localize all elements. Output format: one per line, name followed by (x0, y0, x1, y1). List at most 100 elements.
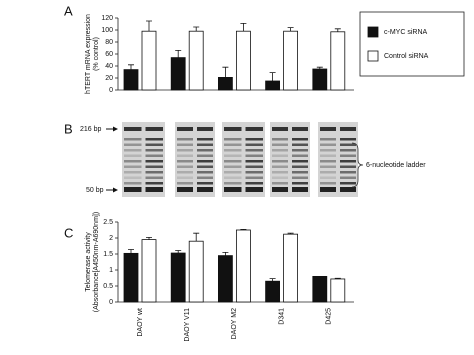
gel-band (197, 160, 213, 163)
panel-letter: B (64, 121, 73, 136)
gel-band (197, 138, 213, 141)
gel-band (272, 154, 288, 157)
gel-band (197, 154, 213, 157)
gel-band (197, 176, 213, 179)
gel-band (272, 171, 288, 174)
gel-band (272, 176, 288, 179)
bar (123, 252, 139, 303)
y-axis-label: hTERT mRNA expression (85, 14, 92, 94)
bar (265, 80, 281, 91)
gel-band (145, 165, 163, 168)
gel-band (177, 143, 193, 146)
bar (141, 239, 157, 303)
legend-swatch (367, 26, 379, 38)
gel-band (292, 138, 308, 141)
gel-band (224, 143, 242, 146)
gel-band (320, 149, 336, 152)
y-tick-label: 0 (109, 87, 113, 94)
gel-band (245, 143, 263, 146)
gel-band (224, 182, 242, 185)
gel-band (145, 154, 163, 157)
gel-band (245, 160, 263, 163)
gel-band (124, 154, 142, 157)
gel-band (292, 154, 308, 157)
ladder-brace (351, 142, 364, 188)
gel-band (224, 171, 242, 174)
y-tick-label: 2.5 (103, 219, 113, 226)
gel-band (224, 138, 242, 141)
gel-band (292, 143, 308, 146)
gel-band (340, 165, 356, 168)
gel-band (197, 143, 213, 146)
error-bar (193, 232, 200, 242)
marker-arrow (113, 187, 118, 193)
gel-band (320, 165, 336, 168)
error-bar (193, 26, 200, 32)
gel-band (292, 165, 308, 168)
marker-label: 216 bp (80, 126, 102, 133)
gel-band (320, 143, 336, 146)
error-bar (175, 250, 182, 254)
gel-band (145, 176, 163, 179)
gel-band (177, 138, 193, 141)
legend-label: c-MYC siRNA (384, 29, 427, 36)
y-tick-label: 100 (101, 27, 113, 34)
gel-lane (318, 122, 358, 197)
x-tick-label: DAOY wt (137, 308, 144, 337)
gel-band (124, 165, 142, 168)
gel-band (197, 171, 213, 174)
bar (188, 240, 204, 303)
error-bar (334, 28, 341, 32)
y-axis-label: Telomerase activity (85, 232, 92, 292)
gel-band (272, 127, 288, 131)
gel-band (124, 149, 142, 152)
gel-band (272, 165, 288, 168)
y-tick-label: 0 (109, 299, 113, 306)
gel-lane (270, 122, 310, 197)
error-bar (222, 66, 229, 78)
gel-band (340, 187, 356, 192)
gel-band (124, 171, 142, 174)
x-tick-label: DAOY V11 (184, 308, 191, 342)
gel-band (177, 154, 193, 157)
x-tick-label: D341 (278, 308, 285, 325)
gel-band (320, 187, 336, 192)
y-tick-label: 120 (101, 15, 113, 22)
y-tick-label: 40 (105, 63, 113, 70)
y-tick-label: 60 (105, 51, 113, 58)
gel-band (245, 182, 263, 185)
gel-band (224, 149, 242, 152)
gel-lane (175, 122, 215, 197)
gel-band (340, 182, 356, 185)
gel-band (224, 187, 242, 192)
bar (217, 255, 233, 303)
gel-band (145, 143, 163, 146)
legend-label: Control siRNA (384, 53, 429, 60)
gel-band (197, 187, 213, 192)
gel-band (292, 127, 308, 131)
gel-band (340, 176, 356, 179)
gel-band (245, 165, 263, 168)
gel-band (320, 127, 336, 131)
y-tick-label: 20 (105, 75, 113, 82)
y-tick-label: 80 (105, 39, 113, 46)
y-tick-label: 2 (109, 235, 113, 242)
gel-band (320, 182, 336, 185)
gel-band (272, 187, 288, 192)
gel-band (145, 149, 163, 152)
gel-band (340, 143, 356, 146)
gel-band (245, 176, 263, 179)
gel-band (320, 154, 336, 157)
bar (330, 278, 346, 303)
error-bar (175, 50, 182, 58)
gel-band (245, 138, 263, 141)
gel-band (145, 160, 163, 163)
gel-band (320, 160, 336, 163)
x-tick-label: D425 (326, 308, 333, 325)
gel-band (245, 187, 263, 192)
gel-band (197, 127, 213, 131)
gel-band (272, 160, 288, 163)
bar (123, 69, 139, 91)
gel-band (320, 176, 336, 179)
